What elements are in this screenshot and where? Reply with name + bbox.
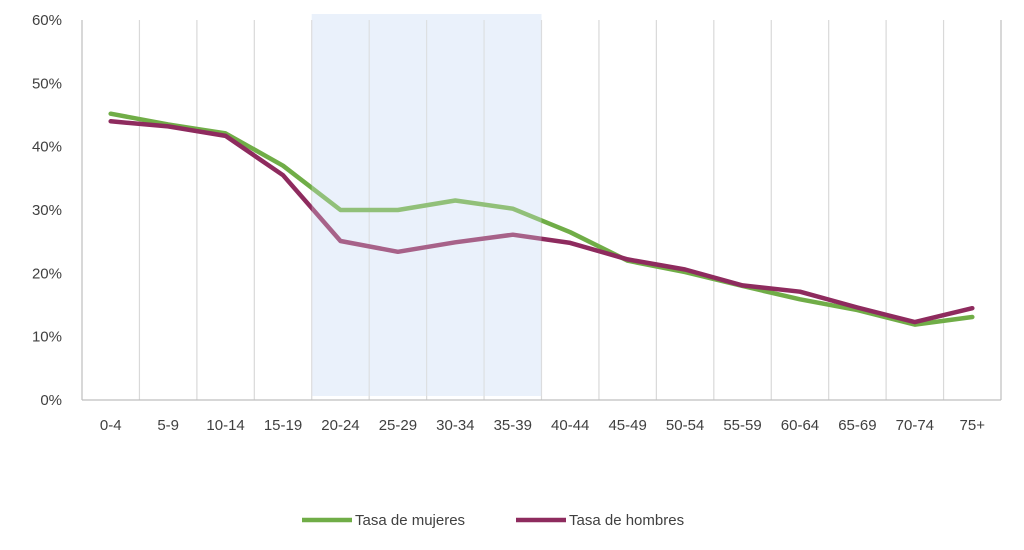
legend: Tasa de mujeres Tasa de hombres — [302, 512, 684, 529]
y-tick-label: 60% — [32, 12, 62, 29]
y-tick-label: 50% — [32, 75, 62, 92]
x-tick-label: 10-14 — [206, 417, 244, 434]
y-tick-label: 20% — [32, 265, 62, 282]
x-tick-label: 50-54 — [666, 417, 704, 434]
x-tick-label: 15-19 — [264, 417, 302, 434]
x-tick-label: 25-29 — [379, 417, 417, 434]
y-tick-label: 10% — [32, 329, 62, 346]
x-tick-label: 0-4 — [100, 417, 122, 434]
x-tick-label: 55-59 — [723, 417, 761, 434]
highlight-overlay — [311, 14, 542, 396]
x-tick-label: 30-34 — [436, 417, 474, 434]
series-lines — [108, 14, 975, 396]
x-tick-label: 65-69 — [838, 417, 876, 434]
series-line-hombres — [108, 119, 975, 325]
x-tick-label: 40-44 — [551, 417, 589, 434]
y-tick-label: 40% — [32, 139, 62, 156]
x-tick-label: 60-64 — [781, 417, 819, 434]
x-axis-ticks: 0-4 5-9 10-14 15-19 20-24 25-29 30-34 35-39 40-4… — [100, 417, 985, 434]
x-tick-label: 70-74 — [896, 417, 934, 434]
legend-label: Tasa de hombres — [569, 512, 684, 529]
legend-label: Tasa de mujeres — [355, 512, 465, 529]
gridlines — [81, 20, 1002, 401]
x-tick-label: 75+ — [960, 417, 986, 434]
x-tick-label: 35-39 — [494, 417, 532, 434]
x-tick-label: 45-49 — [608, 417, 646, 434]
y-tick-label: 30% — [32, 202, 62, 219]
x-tick-label: 20-24 — [321, 417, 359, 434]
y-axis-ticks: 0% 10% 20% 30% 40% 50% 60% — [32, 12, 62, 409]
series-line-mujeres — [108, 111, 975, 327]
y-tick-label: 0% — [40, 392, 62, 409]
x-tick-label: 5-9 — [157, 417, 179, 434]
